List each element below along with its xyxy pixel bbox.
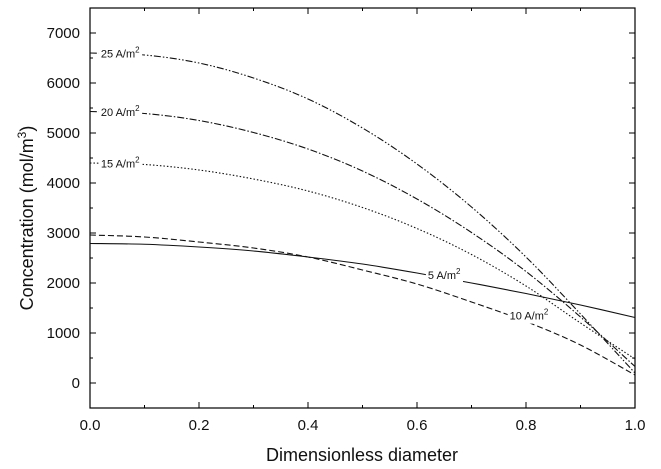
series-label-text: 25 A/m2 <box>101 45 140 60</box>
series-line-5-a-m2 <box>89 242 636 319</box>
y-axis-title-superscript: 3 <box>15 131 29 138</box>
series-label-bg <box>425 266 464 283</box>
series-label-superscript: 2 <box>135 45 140 54</box>
y-tick-label: 4000 <box>47 175 80 192</box>
series-label-5-a-m2: 5 A/m2 <box>425 266 464 283</box>
series-label-25-a-m2: 25 A/m2 <box>98 44 143 62</box>
series-line-25-a-m2 <box>89 52 636 374</box>
series-label-main: 10 A/m <box>510 311 544 323</box>
x-tick-label: 0.2 <box>189 417 210 434</box>
y-tick-label: 5000 <box>47 125 80 142</box>
series-label-bg <box>98 44 143 62</box>
series-label-bg <box>98 154 143 172</box>
series-label-superscript: 2 <box>135 155 140 164</box>
series-label-10-a-m2: 10 A/m2 <box>507 306 551 324</box>
series-line-10-a-m2 <box>89 234 636 376</box>
series-label-main: 15 A/m <box>101 158 135 170</box>
series-label-20-a-m2: 20 A/m2 <box>98 102 143 120</box>
series-label-text: 10 A/m2 <box>510 308 549 323</box>
series-label-superscript: 2 <box>544 308 549 317</box>
x-tick-label: 0.8 <box>516 417 537 434</box>
y-axis-title: Concentration (mol/m3) <box>15 126 37 311</box>
x-tick-label: 0.6 <box>407 417 428 434</box>
series-label-main: 25 A/m <box>101 48 135 60</box>
series-label-bg <box>98 102 143 120</box>
y-tick-label: 1000 <box>47 325 80 342</box>
series-layer <box>89 52 636 376</box>
x-tick-label: 0.0 <box>80 417 101 434</box>
x-tick-label: 1.0 <box>625 417 646 434</box>
series-label-main: 5 A/m <box>428 270 456 282</box>
y-tick-label: 7000 <box>47 25 80 42</box>
series-label-main: 20 A/m <box>101 107 135 119</box>
series-label-15-a-m2: 15 A/m2 <box>98 154 143 172</box>
y-tick-label: 2000 <box>47 275 80 292</box>
x-axis-title: Dimensionless diameter <box>266 445 458 465</box>
series-label-text: 5 A/m2 <box>428 267 461 282</box>
series-label-text: 15 A/m2 <box>101 155 140 170</box>
y-tick-label: 3000 <box>47 225 80 242</box>
series-label-superscript: 2 <box>456 267 461 276</box>
axes-layer: 0.0 0.2 0.4 0.6 0.8 1.0 0 1000 2000 3000 4000 5000 6… <box>47 7 646 434</box>
series-label-bg <box>507 306 551 324</box>
y-tick-label: 6000 <box>47 75 80 92</box>
y-axis-title-close: ) <box>17 126 37 132</box>
y-axis-title-text: Concentration (mol/m <box>17 138 37 310</box>
series-label-text: 20 A/m2 <box>101 104 140 119</box>
y-tick-label: 0 <box>72 375 80 392</box>
series-label-superscript: 2 <box>135 104 140 113</box>
series-line-20-a-m2 <box>89 110 636 367</box>
x-tick-label: 0.4 <box>298 417 319 434</box>
series-line-15-a-m2 <box>89 162 636 360</box>
